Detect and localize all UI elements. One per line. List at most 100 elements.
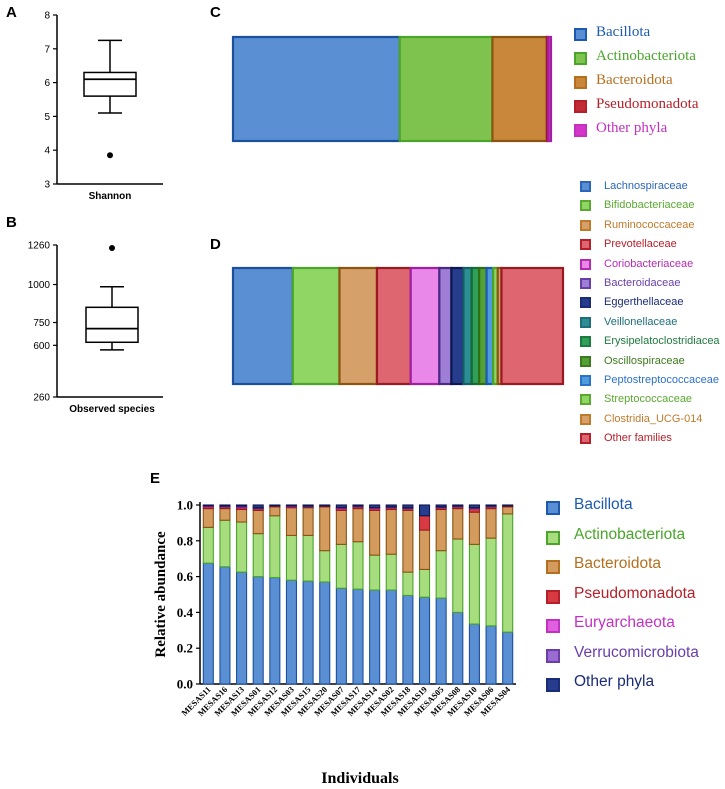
bar-segment-bacillota [219,566,231,685]
outlier-point [109,245,115,252]
y-tick-label: 3 [44,180,50,191]
legend-label: Lachnospiraceae [604,180,688,192]
y-tick-label: 600 [33,341,50,352]
legend-label: Actinobacteriota [596,48,696,64]
y-tick-label: 0.4 [177,605,194,620]
bar-segment-bacteroidota [452,508,464,540]
panel-letter-d: D [210,236,221,253]
bar-segment-bacteroidota [491,35,548,143]
bar-segment-other-phyla [485,504,497,507]
legend-swatch [580,239,591,251]
bar-segment-actinobacteriota [435,550,447,599]
bar-segment-other-phyla [285,504,298,507]
y-tick-label: 0.2 [177,641,193,656]
bar-segment-eggerthellaceae [450,266,465,386]
y-tick-label: 0.0 [177,677,193,692]
bar-segment-bacteroidota [319,506,331,552]
legend-label: Bacillota [574,496,633,513]
legend-swatch [574,52,587,65]
legend-label: Other phyla [574,673,655,690]
x-axis-label: Shannon [89,191,132,202]
bar-segment-bacteroidota [236,508,248,523]
y-axis-title: Relative abundance [153,531,169,658]
bar-segment-bacteroidota [219,508,231,521]
legend-label: Bacteroidota [574,555,662,572]
y-tick-label: 1260 [28,241,51,252]
bar-segment-other-phyla [252,504,264,509]
bar-segment-bacteroidota [385,508,397,555]
legend-swatch [580,355,591,367]
bar-segment-other-phyla [468,504,480,509]
bar-segment-other-families [500,266,565,386]
legend-swatch [546,589,560,604]
bar-segment-actinobacteriota [468,543,480,625]
bar-segment-ruminococcaceae [338,266,379,386]
bar-segment-actinobacteriota [485,537,497,627]
bar-segment-bacillota [369,589,381,685]
bar-segment-other-phyla [402,504,414,509]
legend-label: Other families [604,432,672,445]
bar-segment-other-phyla [502,504,514,507]
legend-label: Clostridia_UCG-014 [604,412,703,425]
legend-swatch [580,336,591,348]
bar-segment-bacteroidota [402,509,414,573]
bar-segment-actinobacteriota [236,521,248,573]
bar-segment-actinobacteriota [398,35,494,143]
bar-segment-bacillota [202,562,214,685]
y-tick-label: 6 [44,78,50,89]
legend-swatch [546,648,560,663]
bar-segment-bacillota [231,35,401,143]
bar-segment-lachnospiraceae [231,266,294,386]
bar-segment-other-phyla [269,504,281,507]
bar-segment-actinobacteriota [285,534,298,581]
bar-segment-bacillota [236,571,248,685]
bar-segment-coriobacteriaceae [409,266,441,386]
legend-label: Prevotellaceae [604,238,677,251]
bar-segment-bacillota [269,576,281,685]
legend-label: Bacteroidaceae [604,277,681,289]
bar-segment-bacteroidota [269,506,281,517]
legend-swatch [574,100,587,113]
bar-segment-bacillota [435,597,447,685]
legend-label: Other phyla [596,120,668,136]
bar-segment-actinobacteriota [402,571,414,596]
bar-segment-bacteroidota [435,508,447,552]
legend-swatch [580,375,591,386]
panel-letter-a: A [6,4,17,21]
bar-segment-other-phyla [236,504,248,507]
bar-segment-bacillota [502,631,514,685]
bar-segment-other-phyla [219,504,231,507]
legend-swatch [580,316,591,328]
legend-swatch [580,258,591,270]
legend-swatch [580,278,591,289]
bar-segment-oscillospiraceae [478,266,488,386]
legend-label: Erysipelatoclostridiacea [604,335,720,348]
y-tick-label: 7 [44,44,50,55]
legend-swatch [574,28,587,41]
phyla-stacked-bar [231,35,553,143]
bar-segment-other-phyla [319,504,331,507]
legend-label: Euryarchaeota [574,614,675,631]
legend-swatch [546,530,560,545]
outlier-point [107,152,113,159]
bar-segment-bacteroidota [285,507,298,536]
y-tick-label: 5 [44,112,50,123]
y-tick-label: 1.0 [177,498,193,513]
legend-label: Bifidobacteriaceae [604,199,695,212]
bar-segment-actinobacteriota [219,519,231,568]
legend-label: Verrucomicrobiota [574,643,699,661]
bar-segment-veillonellaceae [462,266,473,386]
bar-segment-other-phyla [302,504,314,507]
bar-segment-actinobacteriota [252,533,264,578]
x-axis-label: Observed species [69,404,155,415]
legend-label: Eggerthellaceae [604,296,684,309]
families-legend: Lachnospiraceae Bifidobacteriaceae Ruminoc… [580,180,725,450]
bar-segment-bacteroidota [502,506,514,515]
y-tick-label: 1000 [28,280,51,291]
legend-label: Streptococcaceae [604,393,693,406]
legend-label: Bacillota [596,24,651,40]
legend-swatch [580,181,591,192]
bar-segment-actinobacteriota [335,543,347,589]
bar-segment-bacillota [252,576,264,685]
bar-segment-other-phyla [202,504,214,507]
